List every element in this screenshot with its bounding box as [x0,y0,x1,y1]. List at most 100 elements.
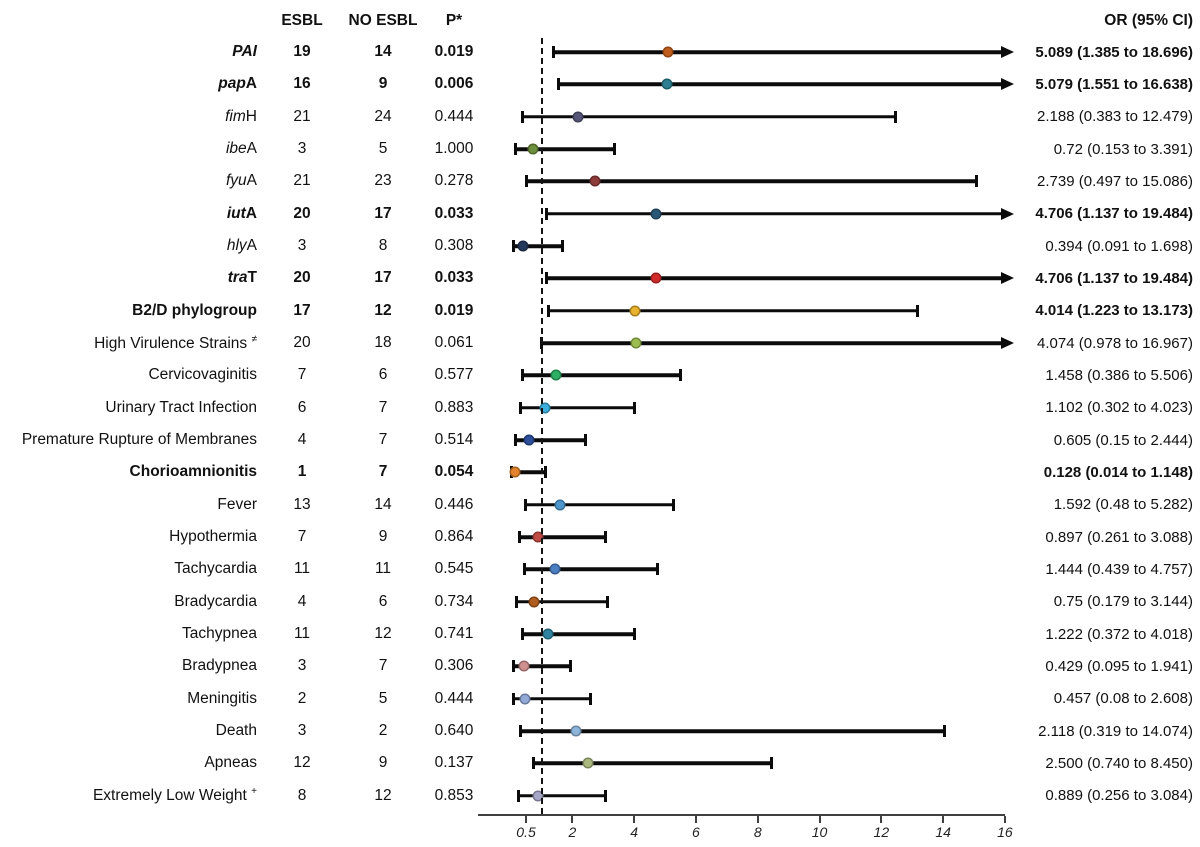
forest-row: B2/D phylogroup 17 12 0.019 4.014 (1.223 to … [0,295,1200,327]
row-label: High Virulence Strains ≠ [0,334,259,353]
row-label: Bradypnea [0,657,259,675]
forest-row: Premature Rupture of Membranes 4 7 0.514 0.6… [0,424,1200,456]
forest-row: Hypothermia 7 9 0.864 0.897 (0.261 to 3.088) [0,521,1200,553]
ci-cap-left [544,272,548,285]
esbl-count: 12 [293,754,311,772]
forest-row: Tachycardia 11 11 0.545 1.444 (0.439 to 4.75… [0,553,1200,585]
ci-bar [522,115,897,119]
p-value: 0.741 [434,625,474,643]
ci-bar [520,729,946,733]
ci-plot-cell [487,489,1010,521]
ci-cap-left [532,757,536,770]
axis-tick [756,815,759,823]
ci-plot-cell [487,392,1010,424]
forest-row: PAI 19 14 0.019 5.089 (1.385 to 18.696) [0,36,1200,68]
ci-plot-cell [487,747,1010,779]
or-dot [549,563,561,575]
ci-cap-left [518,401,522,414]
or-dot [519,693,531,705]
p-value: 0.137 [434,754,474,772]
ci-bar [519,406,635,410]
ci-bar [522,632,635,636]
ci-plot-cell [487,424,1010,456]
ci-plot-cell [487,780,1010,812]
or-ci-text: 0.889 (0.256 to 3.084) [1045,787,1193,805]
ci-bar [513,244,564,248]
ci-plot-cell [487,586,1010,618]
esbl-count: 20 [293,334,311,352]
right-arrow-icon [1001,337,1014,350]
ci-cap-left [517,531,521,544]
or-ci-text: 1.592 (0.48 to 5.282) [1053,496,1193,514]
no-esbl-count: 12 [374,301,392,319]
right-arrow-icon [1001,46,1014,59]
ci-plot-cell [487,230,1010,262]
row-label-segment: Tachycardia [174,560,257,578]
ci-plot-cell [487,650,1010,682]
p-value: 0.514 [434,431,474,449]
p-value: 0.019 [434,43,474,61]
ci-bar [558,82,1001,87]
esbl-count: 1 [297,463,307,481]
row-label: ibeA [0,140,259,158]
ci-plot-cell [487,165,1010,197]
no-esbl-count: 23 [374,172,392,190]
ci-bar [540,341,1001,345]
ci-cap-left [512,660,516,673]
or-dot [589,175,601,187]
ci-cap-left [512,692,516,705]
row-label-segment: hly [226,237,247,255]
row-label: papA [0,75,259,93]
ci-plot-cell [487,133,1010,165]
ci-cap-right [632,401,636,414]
row-label-segment: PAI [232,43,257,61]
axis-tick-label: 2 [568,823,577,840]
ci-plot-cell [487,262,1014,294]
ci-cap-right [678,369,682,382]
ci-cap-right [915,304,919,317]
or-dot [550,369,562,381]
p-value: 0.734 [434,592,474,610]
no-esbl-count: 24 [374,107,392,125]
or-dot [509,466,520,478]
axis-tick-label: 10 [811,823,828,840]
or-ci-text: 4.014 (1.223 to 13.173) [1035,302,1193,320]
or-dot [661,78,673,90]
row-label: fyuA [0,172,259,190]
row-label: Chorioamnionitis [0,463,259,481]
esbl-count: 16 [293,75,311,93]
row-label-segment: Premature Rupture of Membranes [21,431,257,449]
row-label-segment: A [245,75,257,93]
esbl-count: 11 [293,560,311,578]
row-label: Apneas [0,754,259,772]
axis-tick-label: 6 [692,823,700,840]
row-label-segment: A [246,237,257,255]
ci-cap-right [605,595,609,608]
no-esbl-count: 9 [378,75,388,93]
forest-row: fimH 21 24 0.444 2.188 (0.383 to 12.479) [0,101,1200,133]
or-dot [554,499,566,511]
row-label: Tachypnea [0,625,259,643]
ci-cap-left [514,434,518,447]
or-ci-text: 0.394 (0.091 to 1.698) [1045,237,1193,255]
row-label-segment: Cervicovaginitis [148,366,257,384]
p-value: 0.883 [434,398,474,416]
row-label: PAI [0,43,259,61]
row-label-segment: ibe [225,140,247,158]
ci-bar [548,309,918,313]
right-arrow-icon [1001,272,1014,285]
ci-bar [545,212,1001,216]
ci-cap-right [632,628,636,641]
ci-bar [525,503,674,507]
ci-cap-left [519,725,523,738]
no-esbl-count: 6 [378,366,388,384]
p-value: 0.019 [434,301,474,319]
forest-row: High Virulence Strains ≠ 20 18 0.061 4.074 (… [0,327,1200,359]
ci-plot-cell [487,101,1010,133]
ci-bar [510,470,546,475]
no-esbl-count: 8 [378,237,388,255]
no-esbl-count: 12 [374,786,392,804]
no-esbl-count: 14 [374,43,392,61]
forest-row: Extremely Low Weight +8 12 0.853 0.889 (0.2… [0,780,1200,812]
